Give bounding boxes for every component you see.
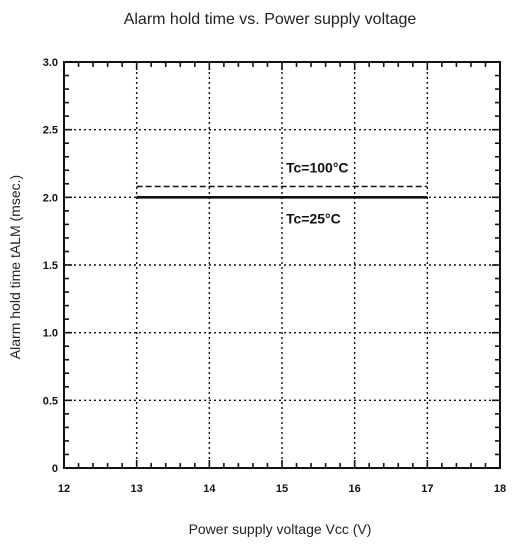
y-tick-label: 0 [52, 463, 58, 475]
x-axis-label: Power supply voltage Vcc (V) [189, 521, 372, 537]
x-tick-label: 18 [494, 483, 506, 495]
series-label-1: Tc=25°C [286, 210, 341, 226]
grid [64, 62, 500, 468]
y-tick-label: 1.5 [43, 260, 58, 272]
y-tick-label: 0.5 [43, 395, 58, 407]
annotations: Tc=100°C Tc=25°C [286, 160, 349, 227]
y-tick-label: 3.0 [43, 57, 58, 69]
x-tick-label: 15 [276, 483, 288, 495]
x-tick-labels: 12 13 14 15 16 17 18 [58, 483, 506, 495]
series-label-0: Tc=100°C [286, 160, 349, 176]
x-tick-label: 14 [203, 483, 216, 495]
y-tick-label: 2.0 [43, 192, 58, 204]
series [136, 185, 428, 199]
x-tick-label: 13 [131, 483, 143, 495]
x-tick-label: 17 [421, 483, 433, 495]
ticks [63, 61, 501, 469]
y-tick-label: 1.0 [43, 328, 58, 340]
chart-title: Alarm hold time vs. Power supply voltage [124, 11, 417, 28]
y-axis-label: Alarm hold time tALM (msec.) [7, 175, 23, 359]
y-tick-label: 2.5 [43, 125, 58, 137]
x-tick-label: 12 [58, 483, 70, 495]
x-tick-label: 16 [349, 483, 361, 495]
y-tick-labels: 0 0.5 1.0 1.5 2.0 2.5 3.0 [43, 57, 58, 475]
